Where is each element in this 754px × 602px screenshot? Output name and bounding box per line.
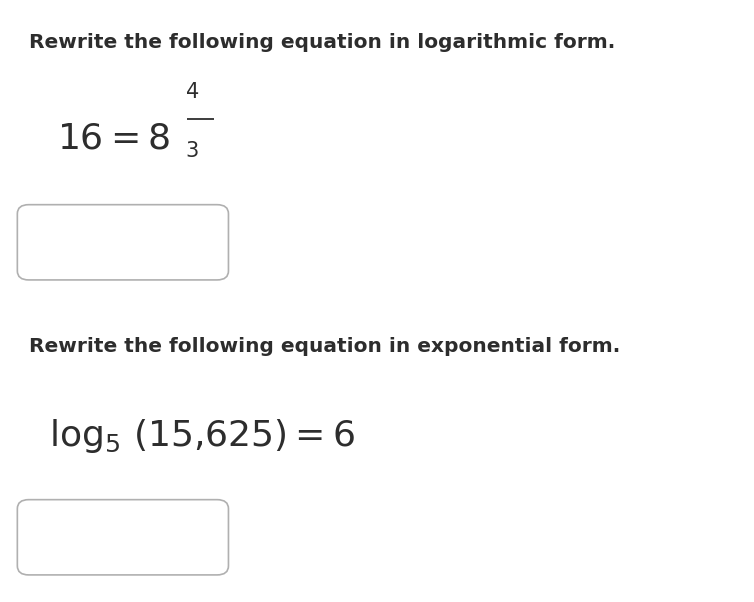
Text: Rewrite the following equation in logarithmic form.: Rewrite the following equation in logari… xyxy=(29,33,615,52)
Text: $3$: $3$ xyxy=(185,141,199,161)
Text: $16 = 8$: $16 = 8$ xyxy=(57,122,170,155)
Text: $4$: $4$ xyxy=(185,82,199,102)
Text: Rewrite the following equation in exponential form.: Rewrite the following equation in expone… xyxy=(29,337,620,356)
FancyBboxPatch shape xyxy=(17,500,228,575)
Text: $\log_{5}\,(15{,}625) = 6$: $\log_{5}\,(15{,}625) = 6$ xyxy=(49,417,355,456)
FancyBboxPatch shape xyxy=(17,205,228,280)
